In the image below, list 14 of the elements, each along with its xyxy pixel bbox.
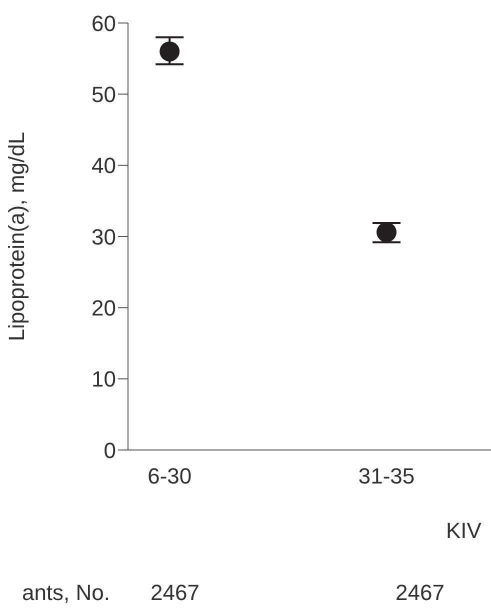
y-axis-title: Lipoprotein(a), mg/dL [4,132,29,342]
y-tick-label: 0 [104,438,116,463]
x-tick-label: 6-30 [148,464,192,489]
x-axis-title: KIV [446,518,482,544]
y-tick-label: 40 [92,153,116,178]
y-tick-label: 50 [92,82,116,107]
y-tick-label: 20 [92,295,116,320]
text: 2467 [150,580,200,606]
y-tick-label: 10 [92,366,116,392]
text: ants, No. [22,580,110,606]
text: 2467 [396,580,444,606]
y-tick-label: 60 [92,10,116,36]
x-tick-label: 31-35 [358,464,415,489]
y-tick-label: 30 [92,224,116,250]
